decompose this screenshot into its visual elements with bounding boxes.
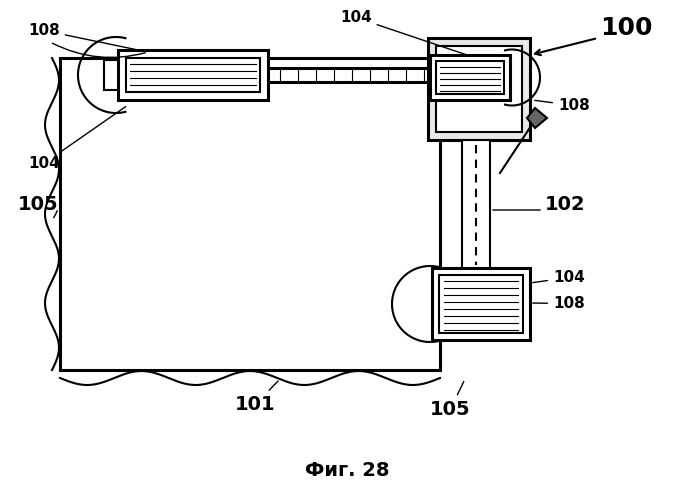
Text: 101: 101 — [235, 381, 278, 414]
Text: 100: 100 — [600, 16, 652, 40]
Bar — [430, 55, 510, 100]
Bar — [462, 140, 490, 270]
Text: 104: 104 — [533, 270, 585, 285]
Text: 108: 108 — [535, 98, 590, 113]
Text: 102: 102 — [545, 196, 586, 214]
Text: 104: 104 — [28, 106, 126, 171]
Text: 104: 104 — [340, 10, 467, 55]
Text: 108: 108 — [533, 296, 585, 311]
Text: 105: 105 — [430, 382, 471, 419]
Bar — [436, 61, 504, 94]
Bar — [118, 50, 268, 100]
Text: 105: 105 — [18, 196, 58, 214]
Bar — [126, 58, 260, 92]
Bar — [428, 38, 530, 140]
Bar — [432, 268, 530, 340]
Text: 108: 108 — [28, 23, 135, 50]
Bar — [436, 46, 522, 132]
Polygon shape — [527, 108, 547, 128]
Bar — [439, 275, 523, 333]
Text: Фиг. 28: Фиг. 28 — [305, 460, 389, 479]
